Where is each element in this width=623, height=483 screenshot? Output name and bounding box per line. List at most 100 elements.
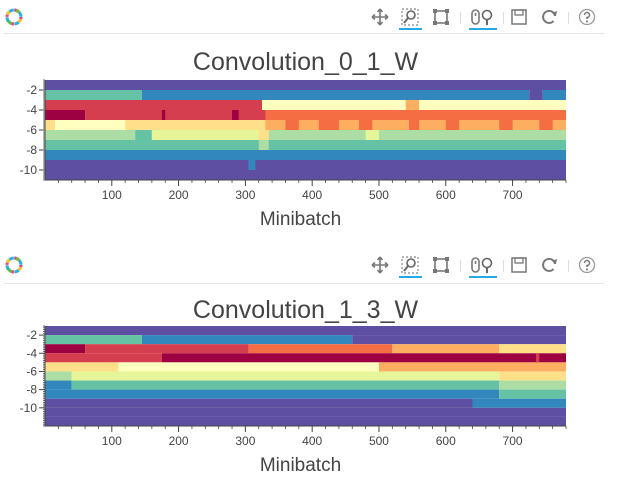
heatmap-cell-base [161,353,566,363]
heatmap-chart[interactable]: Convolution_0_1_W -2 -4 -6 -8 -10 100 200 300 400… [0,40,623,236]
x-tick-label: 400 [302,434,322,448]
pan-tool-icon[interactable] [370,255,390,275]
heatmap-cell-base [542,90,566,100]
heatmap-cell-base [45,353,162,363]
heatmap-cell-base [45,100,263,110]
heatmap-cell-base [71,371,500,381]
heatmap-cell-base [45,160,249,170]
heatmap-cell-base [499,380,566,390]
chart-title: Convolution_1_3_W [193,296,419,324]
x-axis-label: Minibatch [260,209,341,230]
heatmap-cell-base [45,398,473,408]
y-tick-label: -8 [26,383,37,397]
heatmap-cell-base [135,130,152,140]
heatmap-cell-base [45,380,72,390]
plot-panel-1: Convolution_1_3_W -2 -4 -6 -8 -10 100 200 300 400… [0,248,623,483]
heatmap-cell-accent [409,120,420,130]
heatmap-cells [45,80,566,180]
heatmap-cell-base [419,100,566,110]
heatmap-cell-base [45,416,566,426]
save-tool-icon[interactable] [509,7,529,27]
x-axis-label: Minibatch [260,455,341,476]
heatmap-cell-accent [258,130,269,140]
toolbar-separator [568,12,569,24]
heatmap-cell-base [352,335,566,345]
heatmap-cell-base [45,80,566,90]
x-tick-label: 400 [302,188,322,202]
toolbar-separator [503,12,504,24]
bokeh-logo-icon [5,256,23,274]
plot-toolbar [0,248,623,280]
heatmap-cell-base [392,344,500,354]
x-tick-label: 200 [169,188,189,202]
toolbar-divider [4,283,604,284]
heatmap-cell-base [71,380,500,390]
heatmap-cell-base [45,170,566,180]
plot-toolbar [0,0,623,32]
heatmap-cell-base [45,407,566,417]
heatmap-cell-base [125,120,266,130]
toolbar-separator [460,260,461,272]
save-tool-icon[interactable] [509,255,529,275]
heatmap-cell-base [378,362,566,372]
heatmap-cell-base [85,110,266,120]
heatmap-cell-base [45,389,500,399]
heatmap-cell-base [255,150,566,160]
chart-title: Convolution_0_1_W [193,48,419,76]
plot-panel-0: Convolution_0_1_W -2 -4 -6 -8 -10 100 200 300 400… [0,0,623,236]
heatmap-cell-base [45,326,566,336]
heatmap-cell-accent [539,120,553,130]
box-zoom-tool-icon[interactable] [400,255,420,275]
heatmap-cell-base [248,160,566,170]
x-tick-label: 100 [102,434,122,448]
x-tick-label: 200 [169,434,189,448]
heatmap-cell-accent [161,110,166,120]
heatmap-cell-base [405,100,420,110]
heatmap-cell-base [248,344,393,354]
y-tick-label: -6 [26,364,37,378]
heatmap-cell-base [45,120,56,130]
heatmap-cells [45,326,566,426]
heatmap-cell-base [151,130,266,140]
heatmap-cell-accent [365,130,379,140]
x-tick-label: 700 [503,434,523,448]
heatmap-cell-base [499,389,566,399]
heatmap-chart[interactable]: Convolution_1_3_W -2 -4 -6 -8 -10 100 200 300 400… [0,288,623,483]
y-tick-label: -4 [26,346,37,360]
y-tick-label: -10 [20,401,38,415]
heatmap-cell-base [45,344,86,354]
heatmap-cell-accent [535,353,540,363]
heatmap-cell-base [45,140,263,150]
heatmap-cell-base [45,150,256,160]
y-tick-label: -6 [26,123,37,137]
heatmap-cell-base [141,335,353,345]
heatmap-cell-accent [499,120,513,130]
heatmap-cell-accent [285,120,299,130]
heatmap-cell-base [118,362,379,372]
heatmap-cell-base [529,90,543,100]
help-tool-icon[interactable] [577,7,597,27]
toolbar-separator [460,12,461,24]
x-tick-label: 300 [235,188,255,202]
x-tick-label: 700 [503,188,523,202]
heatmap-cell-base [472,398,566,408]
heatmap-cell-accent [248,160,256,170]
box-select-tool-icon[interactable] [431,7,451,27]
box-zoom-tool-icon[interactable] [400,7,420,27]
y-tick-label: -2 [26,328,37,342]
reset-tool-icon[interactable] [539,7,559,27]
y-tick-label: -10 [20,163,38,177]
heatmap-cell-base [262,100,406,110]
bokeh-logo-icon [5,8,23,26]
reset-tool-icon[interactable] [539,255,559,275]
y-tick-label: -2 [26,83,37,97]
heatmap-cell-base [262,140,566,150]
pan-tool-icon[interactable] [370,7,390,27]
box-select-tool-icon[interactable] [431,255,451,275]
wheel-zoom-active-indicator [469,276,497,278]
wheel-zoom-tool-icon[interactable] [470,7,496,27]
help-tool-icon[interactable] [577,255,597,275]
heatmap-cell-base [45,362,119,372]
toolbar-divider [4,33,604,34]
wheel-zoom-tool-icon[interactable] [470,255,496,275]
